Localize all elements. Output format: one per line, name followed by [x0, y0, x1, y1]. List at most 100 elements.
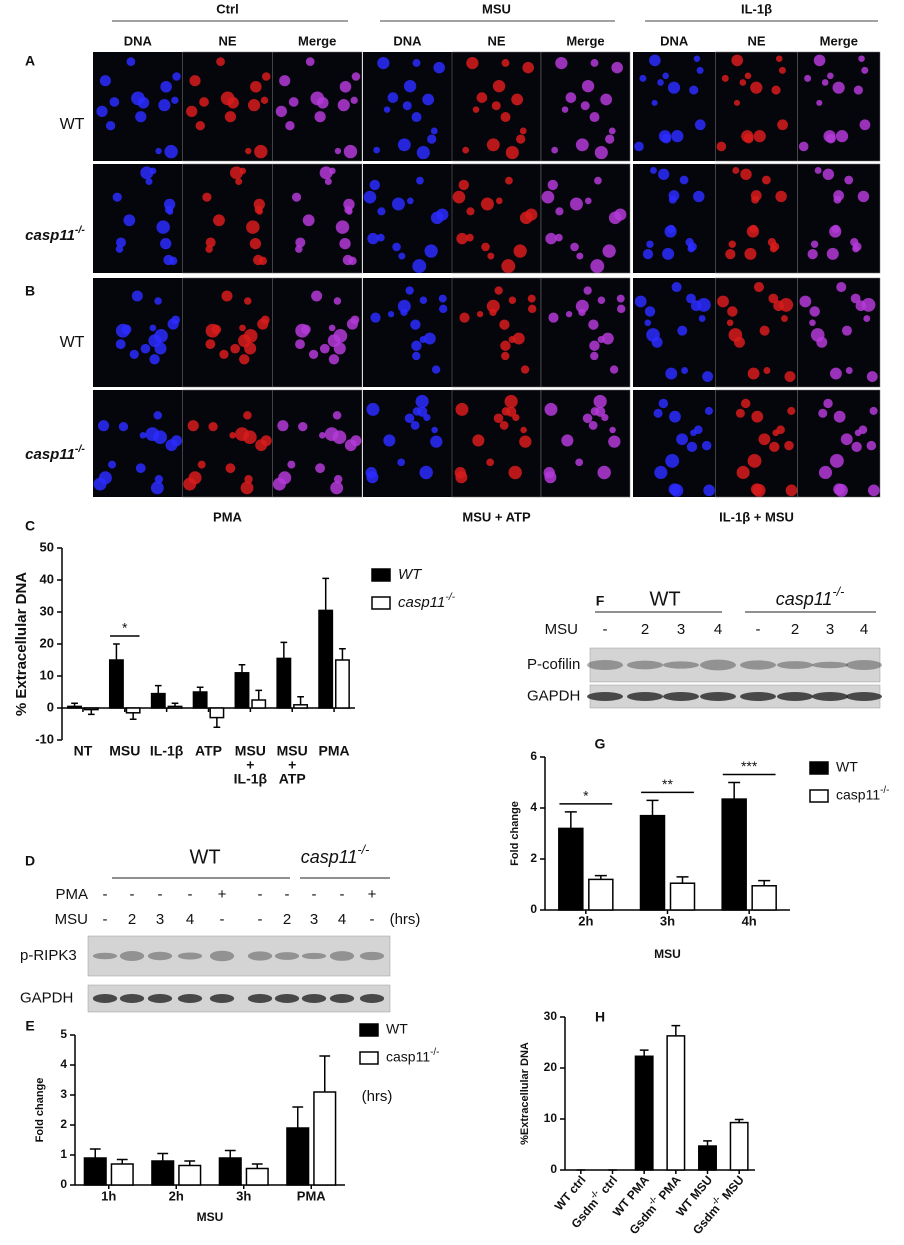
cell — [728, 240, 737, 248]
cell — [419, 465, 433, 480]
cell — [853, 85, 863, 95]
cell — [171, 315, 181, 325]
cell — [662, 247, 675, 260]
error-bar — [728, 781, 741, 800]
x-axis-title: MSU — [197, 1210, 224, 1224]
cell — [366, 402, 380, 416]
cell — [406, 197, 414, 205]
cell — [826, 247, 839, 260]
cell — [465, 233, 474, 242]
cell — [397, 138, 411, 152]
legend-label: WT — [836, 759, 858, 775]
bar — [669, 882, 696, 911]
x-tick-label: 3h — [660, 913, 675, 928]
cell — [400, 308, 408, 317]
bar — [234, 672, 250, 709]
cell — [202, 192, 212, 202]
bar — [125, 707, 141, 714]
cell — [160, 238, 172, 250]
cell — [740, 168, 752, 181]
cell — [866, 371, 878, 383]
band — [329, 994, 355, 1003]
band — [587, 692, 623, 701]
cell — [739, 79, 747, 86]
cell — [154, 297, 162, 305]
cell — [827, 72, 834, 80]
band — [274, 952, 300, 960]
cell — [784, 440, 794, 451]
y-axis-title: %Extracellular DNA — [519, 1042, 531, 1145]
panel-label: F — [596, 593, 605, 609]
band — [247, 951, 273, 961]
cell — [365, 467, 377, 479]
band — [359, 951, 385, 961]
cell — [430, 127, 438, 135]
cell — [367, 232, 379, 245]
cell — [411, 112, 422, 123]
cell — [245, 147, 252, 155]
channel-header: DNA — [124, 33, 153, 48]
band — [329, 951, 355, 961]
x-axis-title: MSU — [654, 947, 681, 961]
cell — [211, 324, 222, 335]
x-tick-label: 1h — [101, 1188, 116, 1203]
cell — [115, 237, 126, 248]
error-bar — [676, 876, 689, 884]
cell — [616, 304, 626, 314]
cell — [580, 101, 590, 111]
cell — [262, 72, 271, 81]
cell — [337, 99, 350, 112]
cell — [334, 147, 342, 155]
x-tick-label: + — [288, 757, 296, 773]
cell — [239, 324, 246, 332]
error-bar — [671, 1024, 681, 1036]
cell — [330, 481, 344, 495]
error-bar — [564, 811, 577, 829]
band — [147, 951, 173, 961]
cell — [499, 319, 510, 330]
cell — [671, 282, 682, 293]
cell — [588, 421, 598, 430]
error-bar — [292, 1106, 304, 1128]
bar — [218, 1157, 242, 1186]
cell — [500, 340, 511, 351]
cell — [156, 220, 170, 234]
cell — [784, 371, 796, 383]
cell — [216, 57, 225, 66]
significance-label: * — [583, 788, 589, 804]
cell — [109, 97, 120, 107]
cell — [164, 205, 173, 214]
error-bar — [319, 1055, 331, 1092]
cell — [155, 147, 162, 155]
channel-header: Merge — [298, 33, 336, 48]
cell — [601, 413, 609, 422]
cell — [728, 328, 743, 342]
error-bar — [255, 689, 263, 700]
legend-label: WT — [386, 1021, 408, 1037]
cell — [377, 56, 390, 70]
cell — [657, 79, 664, 86]
cell — [588, 319, 599, 330]
cell — [548, 312, 559, 323]
cell — [747, 453, 762, 468]
band — [700, 692, 736, 701]
cell — [505, 145, 519, 160]
legend-swatch — [359, 1023, 379, 1037]
bar — [286, 1127, 310, 1186]
y-tick-label: 10 — [40, 667, 54, 682]
cell — [108, 460, 117, 469]
cell — [551, 146, 559, 154]
cell — [851, 441, 862, 453]
error-bar — [116, 1158, 128, 1164]
cell — [305, 57, 315, 66]
bar — [178, 1164, 202, 1186]
cell — [96, 105, 108, 118]
cell — [383, 434, 396, 447]
legend-swatch — [371, 596, 391, 610]
cell — [492, 79, 506, 93]
cell — [850, 293, 861, 304]
y-tick-label: 4 — [530, 800, 537, 814]
cell — [329, 167, 336, 175]
cell — [743, 133, 754, 144]
cell — [344, 439, 357, 452]
